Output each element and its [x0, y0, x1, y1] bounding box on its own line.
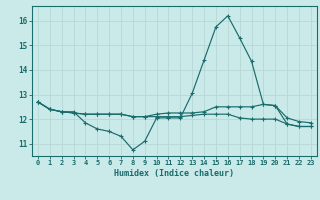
X-axis label: Humidex (Indice chaleur): Humidex (Indice chaleur) [115, 169, 234, 178]
